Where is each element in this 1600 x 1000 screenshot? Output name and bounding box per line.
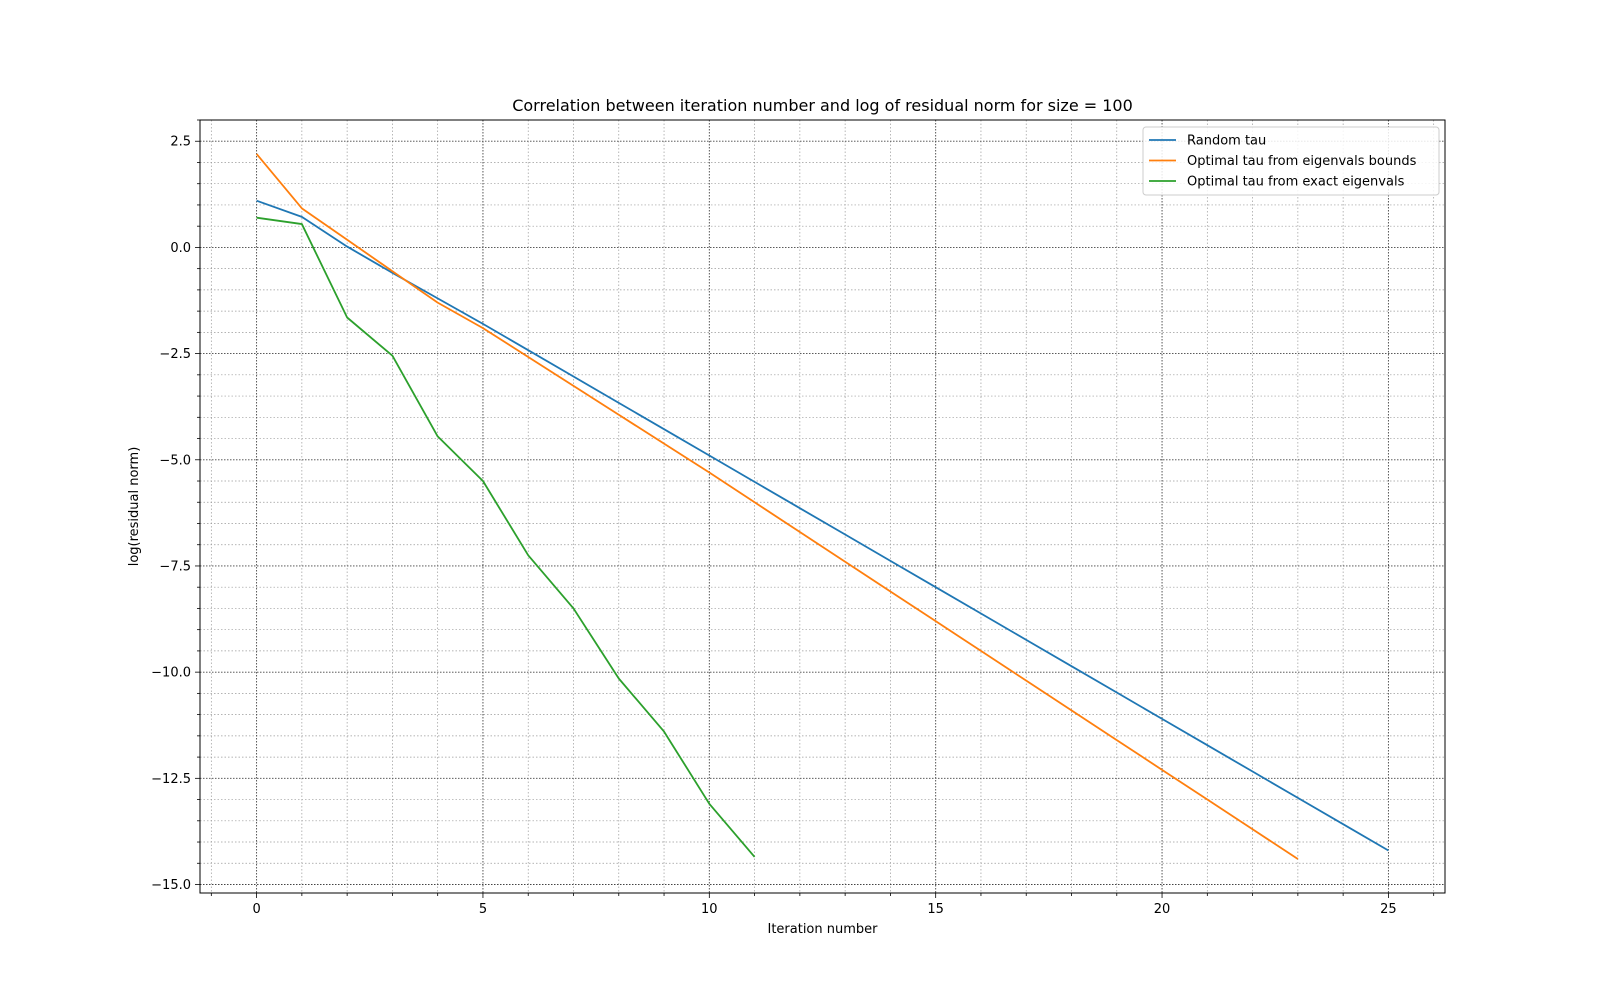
- y-tick-label: −12.5: [151, 772, 191, 787]
- x-tick-label: 0: [252, 902, 260, 917]
- major-grid: [200, 120, 1445, 893]
- y-tick-label: 0.0: [170, 241, 191, 256]
- series-lines: [255, 153, 1389, 860]
- legend-label-2: Optimal tau from eigenvals bounds: [1187, 154, 1417, 169]
- legend-label-1: Random tau: [1187, 134, 1266, 149]
- y-tick-label: 2.5: [170, 135, 191, 150]
- legend: Random tau Optimal tau from eigenvals bou…: [1142, 126, 1440, 196]
- series-line-3: [256, 216, 756, 858]
- minor-grid: [200, 119, 1445, 893]
- legend-box: [1142, 126, 1440, 196]
- y-tick-label: −5.0: [159, 453, 191, 468]
- x-tick-label: 5: [479, 902, 487, 917]
- axis-ticks: 0 5 10 15 20 25 2.5 0.0 −2.5 −5.0 −7.5 −10.0 −12.5 −1…: [151, 119, 1435, 917]
- chart-title: Correlation between iteration number and…: [512, 96, 1133, 115]
- plot-frame: [199, 119, 1446, 894]
- x-tick-label: 25: [1380, 902, 1397, 917]
- legend-label-3: Optimal tau from exact eigenvals: [1187, 175, 1405, 190]
- y-tick-label: −2.5: [159, 347, 191, 362]
- x-axis-label: Iteration number: [767, 922, 878, 937]
- x-tick-label: 10: [701, 902, 718, 917]
- series-line-2: [255, 153, 1299, 860]
- x-tick-label: 20: [1154, 902, 1171, 917]
- x-tick-label: 15: [927, 902, 944, 917]
- y-tick-label: −10.0: [151, 666, 191, 681]
- y-axis-label: log(residual norm): [127, 447, 142, 567]
- y-tick-label: −15.0: [151, 878, 191, 893]
- y-tick-label: −7.5: [159, 559, 191, 574]
- series-line-1: [256, 199, 1389, 852]
